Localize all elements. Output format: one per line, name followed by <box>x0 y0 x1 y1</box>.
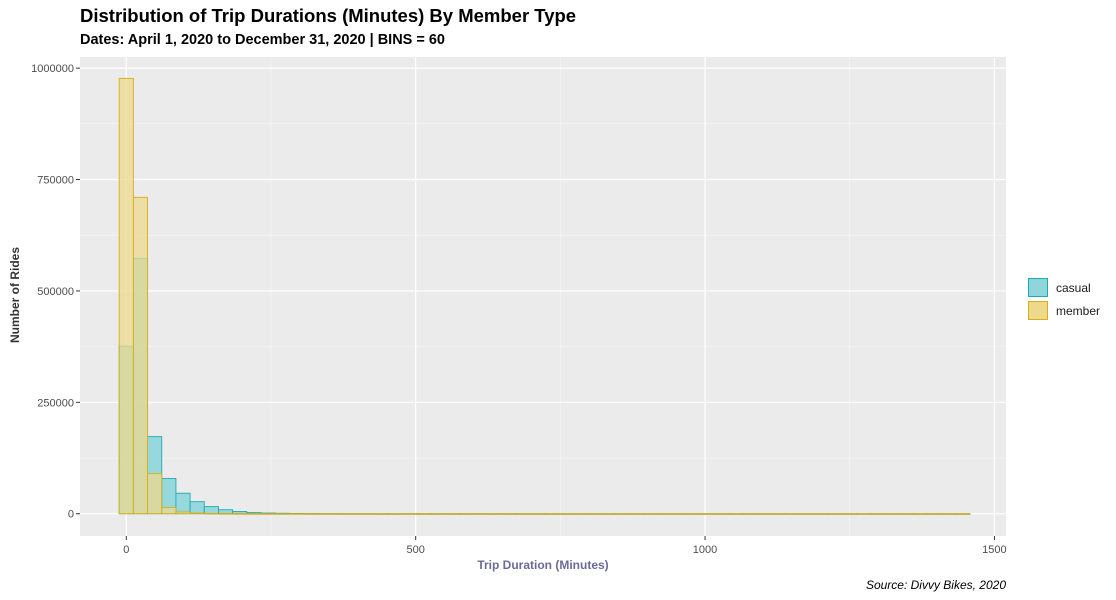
member-bar <box>132 196 149 515</box>
member-bar <box>189 512 205 515</box>
member-bar <box>175 511 191 515</box>
member-bar <box>402 513 418 515</box>
grid-minor <box>80 57 1006 536</box>
member-bar <box>685 513 702 515</box>
member-bar <box>558 513 574 515</box>
member-bar <box>941 513 957 515</box>
member-bar <box>515 513 531 515</box>
x-tick-label: 500 <box>406 544 424 556</box>
member-bar <box>416 513 432 515</box>
member-bar <box>218 513 234 515</box>
y-axis-ticks: 0 250000 500000 750000 1000000 <box>31 63 80 521</box>
y-tick-label: 750000 <box>37 175 74 187</box>
member-bar <box>756 513 772 515</box>
member-bar <box>671 513 687 515</box>
member-bar <box>118 77 134 515</box>
member-bar <box>288 513 304 515</box>
x-axis-label: Trip Duration (Minutes) <box>477 558 609 572</box>
member-bar <box>444 513 460 515</box>
y-axis-label: Number of Rides <box>8 246 22 344</box>
member-bar <box>884 513 900 515</box>
x-axis-ticks: 0 500 1000 1500 <box>123 536 1007 556</box>
member-bar <box>600 513 616 515</box>
member-bar <box>373 513 390 515</box>
member-bar <box>870 513 886 515</box>
member-bar <box>657 513 673 515</box>
y-tick-label: 250000 <box>37 397 74 409</box>
casual-bar <box>203 506 219 515</box>
legend-label-casual: casual <box>1056 280 1091 295</box>
member-bar <box>430 513 446 515</box>
chart-subtitle: Dates: April 1, 2020 to December 31, 202… <box>80 32 445 48</box>
member-bar <box>388 513 404 515</box>
member-bar <box>359 513 375 515</box>
member-bar <box>912 513 928 515</box>
member-bar <box>459 513 475 515</box>
source-caption: Source: Divvy Bikes, 2020 <box>865 578 1006 592</box>
legend-key-member <box>1028 301 1048 320</box>
x-tick-label: 1000 <box>693 544 717 556</box>
x-tick-label: 1500 <box>982 544 1006 556</box>
x-tick-label: 0 <box>123 544 129 556</box>
member-bar <box>246 513 262 515</box>
member-bar <box>147 473 163 515</box>
member-bars <box>118 77 971 515</box>
casual-bar <box>189 501 205 515</box>
member-bar <box>841 513 857 515</box>
member-bar <box>260 513 276 515</box>
member-bar <box>742 513 758 515</box>
member-bar <box>203 512 219 515</box>
casual-bar <box>175 492 191 515</box>
member-bar <box>317 513 333 515</box>
plot-panel <box>80 57 1006 536</box>
member-bar <box>232 513 248 515</box>
member-bar <box>799 513 815 515</box>
member-bar <box>501 513 517 515</box>
member-bar <box>473 513 489 515</box>
member-bar <box>487 513 503 515</box>
member-bar <box>161 507 177 515</box>
member-bar <box>303 513 319 515</box>
member-bar <box>714 513 730 515</box>
member-bar <box>827 513 843 515</box>
member-bar <box>629 513 645 515</box>
member-bar <box>898 513 914 515</box>
y-tick-label: 1000000 <box>31 63 74 75</box>
member-bar <box>586 513 602 515</box>
member-bar <box>572 513 588 515</box>
member-bar <box>544 513 560 515</box>
member-bar <box>331 513 347 515</box>
member-bar <box>771 513 787 515</box>
y-tick-label: 500000 <box>37 286 74 298</box>
legend-label-member: member <box>1056 303 1101 318</box>
member-bar <box>529 513 546 515</box>
member-bar <box>345 513 361 515</box>
member-bar <box>615 513 631 515</box>
member-bar <box>813 513 829 515</box>
member-bar <box>955 513 971 515</box>
member-bar <box>700 513 716 515</box>
chart-title: Distribution of Trip Durations (Minutes)… <box>80 5 577 26</box>
member-bar <box>856 513 872 515</box>
legend: casual member <box>1028 276 1100 322</box>
member-bar <box>274 513 290 515</box>
legend-item-casual: casual <box>1028 276 1100 299</box>
member-bar <box>785 513 801 515</box>
member-bar <box>643 513 659 515</box>
legend-item-member: member <box>1028 299 1100 322</box>
member-bar <box>728 513 744 515</box>
member-bar <box>926 513 943 515</box>
y-tick-label: 0 <box>68 509 74 521</box>
legend-key-casual <box>1028 278 1048 297</box>
